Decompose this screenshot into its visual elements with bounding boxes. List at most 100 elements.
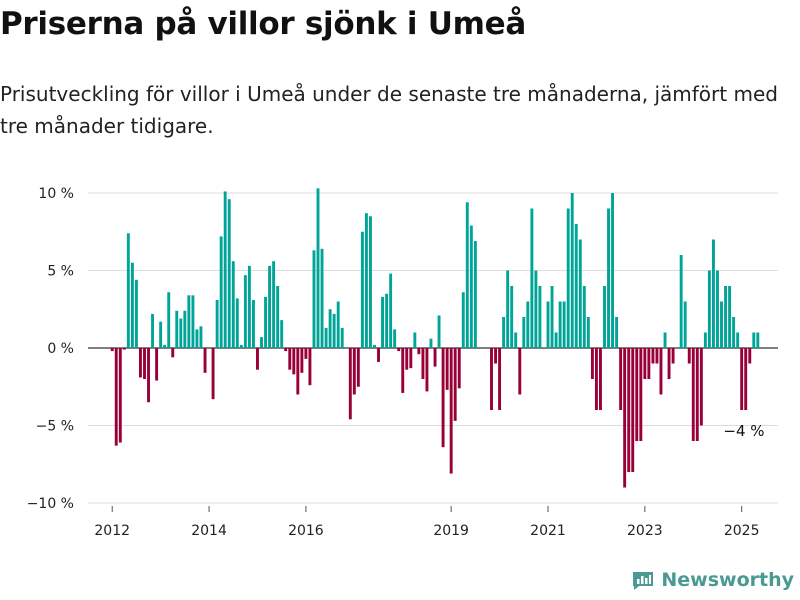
bar	[679, 255, 683, 348]
bar	[667, 348, 671, 379]
bar	[417, 348, 421, 355]
bar	[284, 348, 288, 352]
bar	[167, 292, 171, 348]
bar	[473, 241, 477, 348]
bar	[320, 248, 324, 348]
bar	[328, 309, 332, 348]
bar	[405, 348, 409, 370]
bar	[304, 348, 308, 359]
bar	[441, 348, 445, 448]
bar	[312, 250, 316, 348]
bar	[393, 329, 397, 348]
bar	[465, 202, 469, 348]
bar	[453, 348, 457, 421]
chart-title: Priserna på villor sjönk i Umeå	[0, 6, 526, 42]
bar	[364, 213, 368, 348]
bar	[449, 348, 453, 474]
bar	[385, 293, 389, 348]
bar	[550, 286, 554, 348]
bar	[570, 193, 574, 348]
bar	[748, 348, 752, 364]
bar	[147, 348, 150, 403]
bar	[171, 348, 175, 358]
bar	[316, 188, 320, 348]
bar	[231, 261, 235, 348]
bar	[655, 348, 659, 364]
bar	[179, 318, 183, 348]
bar	[469, 225, 473, 348]
bar	[296, 348, 300, 395]
x-tick-label: 2021	[530, 523, 566, 539]
bar	[683, 301, 687, 348]
brand-name: Newsworthy	[661, 569, 794, 591]
bar	[530, 208, 534, 348]
bar	[566, 208, 570, 348]
bar	[457, 348, 461, 389]
bar	[425, 348, 429, 392]
bar	[215, 299, 219, 348]
bar	[574, 224, 578, 348]
bar	[247, 265, 251, 348]
newsworthy-logo-icon	[633, 572, 654, 590]
bar	[175, 310, 179, 348]
bar	[728, 286, 732, 348]
bar	[151, 313, 154, 348]
bar	[272, 261, 276, 348]
bar	[227, 199, 231, 348]
bar	[703, 332, 707, 348]
brand-logo: Newsworthy	[631, 568, 794, 592]
bar	[695, 348, 699, 441]
bar	[276, 286, 280, 348]
x-axis: 2012 2014 2016 2019 2021 2023 2025	[94, 506, 760, 539]
x-tick-label: 2016	[288, 523, 324, 539]
bar	[607, 208, 610, 348]
bar	[264, 296, 268, 348]
bar	[381, 296, 384, 348]
bar	[506, 270, 510, 348]
bar	[635, 348, 639, 441]
x-tick-label: 2012	[94, 523, 130, 539]
bar	[252, 299, 255, 348]
bar	[494, 348, 498, 364]
bar	[191, 295, 195, 348]
bar	[433, 348, 437, 367]
bar	[744, 348, 748, 410]
bar	[594, 348, 598, 410]
bar	[514, 332, 518, 348]
bar	[413, 332, 417, 348]
bar	[143, 348, 146, 379]
bar	[211, 348, 215, 400]
bar	[437, 315, 441, 348]
bar	[114, 348, 118, 446]
bar	[611, 193, 614, 348]
bar	[292, 348, 296, 375]
bar	[352, 348, 356, 395]
bar	[332, 313, 336, 348]
bar	[691, 348, 695, 441]
bar	[235, 298, 239, 348]
bar	[603, 286, 606, 348]
bar	[752, 332, 756, 348]
bar	[340, 327, 344, 348]
bar	[368, 216, 372, 348]
bar	[659, 348, 663, 395]
bar	[389, 273, 393, 348]
x-tick-label: 2023	[627, 523, 663, 539]
bar	[724, 286, 728, 348]
bar	[498, 348, 502, 410]
chart-subtitle: Prisutveckling för villor i Umeå under d…	[0, 82, 778, 138]
bar	[360, 231, 364, 348]
bar	[130, 262, 134, 348]
bar	[707, 270, 711, 348]
bar	[699, 348, 703, 426]
bar	[740, 348, 744, 410]
bar	[243, 275, 247, 348]
bar	[712, 239, 715, 348]
bar	[195, 329, 199, 348]
bar	[671, 348, 675, 364]
grid-lines	[88, 192, 778, 504]
x-tick-label: 2025	[724, 523, 760, 539]
bar	[578, 239, 582, 348]
bar	[736, 332, 740, 348]
